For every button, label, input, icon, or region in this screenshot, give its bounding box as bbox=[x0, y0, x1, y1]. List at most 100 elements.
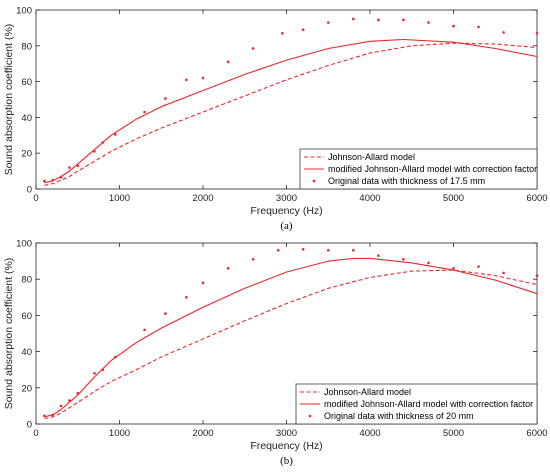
x-tick-label: 0 bbox=[33, 428, 38, 439]
data-point bbox=[377, 254, 380, 257]
y-tick-label: 80 bbox=[21, 275, 32, 286]
data-point bbox=[68, 166, 71, 169]
legend-entry-label: modified Johnson-Allard model with corre… bbox=[328, 164, 537, 174]
data-point bbox=[477, 25, 480, 29]
data-point bbox=[326, 248, 330, 252]
y-tick-label: 40 bbox=[21, 347, 32, 358]
data-point bbox=[427, 261, 430, 265]
data-point bbox=[143, 110, 146, 114]
data-point bbox=[143, 328, 146, 332]
data-point bbox=[164, 312, 167, 315]
legend-entry-label: Johnson-Allard model bbox=[324, 387, 411, 397]
chart-panel-b: 0 1000 2000 3000 4000 5000 6000 0 20 40 60 80 100 Fre… bbox=[3, 239, 548, 468]
x-axis-label: Frequency (Hz) bbox=[250, 205, 322, 217]
data-point bbox=[51, 178, 54, 182]
chart-panel-a: 0 1000 2000 3000 4000 5000 6000 0 20 40 60 80 100 Fre… bbox=[3, 6, 548, 233]
data-point bbox=[76, 164, 80, 168]
panel-label: (b) bbox=[280, 455, 293, 467]
data-point bbox=[114, 133, 117, 136]
data-point bbox=[51, 413, 54, 417]
y-tick-label: 0 bbox=[27, 420, 32, 431]
data-point bbox=[43, 179, 46, 183]
data-point bbox=[68, 399, 71, 402]
data-point bbox=[59, 404, 63, 408]
series-line-modified-johnson-allard bbox=[44, 257, 538, 418]
series-line-modified-johnson-allard bbox=[44, 38, 538, 184]
data-point bbox=[164, 97, 167, 100]
y-tick-label: 100 bbox=[16, 239, 32, 250]
y-tick-label: 0 bbox=[27, 185, 32, 196]
panel-label: (a) bbox=[280, 220, 293, 232]
data-point bbox=[251, 257, 255, 261]
data-point bbox=[226, 60, 230, 64]
data-point bbox=[352, 17, 355, 21]
y-tick-label: 60 bbox=[21, 77, 32, 88]
y-tick-label: 80 bbox=[21, 41, 32, 52]
data-point bbox=[452, 267, 455, 270]
legend-entry-label: modified Johnson-Allard model with corre… bbox=[324, 399, 533, 409]
data-point bbox=[93, 150, 96, 153]
x-tick-label: 4000 bbox=[359, 428, 380, 439]
legend: Johnson-Allard model modified Johnson-All… bbox=[299, 148, 538, 190]
x-tick-label: 2000 bbox=[192, 193, 213, 204]
series-line-johnson-allard bbox=[44, 269, 538, 420]
data-point bbox=[452, 24, 455, 28]
data-point bbox=[101, 141, 105, 144]
x-tick-label: 3000 bbox=[276, 428, 297, 439]
y-tick-label: 40 bbox=[21, 113, 32, 124]
data-point bbox=[114, 355, 117, 359]
data-point bbox=[226, 267, 230, 270]
data-point bbox=[301, 248, 305, 251]
legend-swatch-points bbox=[308, 414, 312, 418]
data-point bbox=[427, 21, 430, 24]
y-tick-label: 60 bbox=[21, 311, 32, 322]
x-tick-label: 4000 bbox=[359, 193, 380, 204]
legend-entry-label: Johnson-Allard model bbox=[328, 152, 415, 162]
legend: Johnson-Allard model modified Johnson-All… bbox=[295, 383, 538, 425]
data-point bbox=[185, 78, 188, 82]
data-point bbox=[352, 248, 355, 252]
data-point bbox=[402, 257, 405, 261]
y-tick-label: 20 bbox=[21, 149, 32, 160]
x-tick-label: 1000 bbox=[109, 193, 130, 204]
data-point bbox=[93, 372, 96, 375]
y-tick-label: 100 bbox=[16, 6, 32, 17]
y-tick-label: 20 bbox=[21, 383, 32, 394]
data-point bbox=[402, 18, 405, 22]
data-point bbox=[201, 76, 205, 80]
legend-entry-label: Original data with thickness of 20 mm bbox=[324, 411, 474, 421]
data-point bbox=[281, 31, 284, 35]
data-point bbox=[326, 21, 330, 24]
legend-box bbox=[295, 383, 538, 425]
data-point bbox=[502, 31, 505, 34]
y-axis-label: Sound absorption coefficient (%) bbox=[3, 258, 15, 410]
y-axis-label: Sound absorption coefficient (%) bbox=[3, 24, 15, 176]
series-line-johnson-allard bbox=[44, 42, 538, 186]
data-point bbox=[377, 18, 380, 22]
legend-swatch-points bbox=[312, 179, 316, 183]
data-point bbox=[43, 414, 46, 418]
data-point bbox=[535, 31, 539, 35]
x-tick-label: 1000 bbox=[109, 428, 130, 439]
x-tick-label: 5000 bbox=[443, 428, 464, 439]
x-tick-label: 2000 bbox=[192, 428, 213, 439]
x-tick-label: 3000 bbox=[276, 193, 297, 204]
x-axis-label: Frequency (Hz) bbox=[250, 440, 322, 452]
data-point bbox=[301, 28, 305, 31]
x-tick-label: 0 bbox=[33, 193, 38, 204]
data-point bbox=[201, 281, 205, 285]
data-point bbox=[59, 176, 63, 179]
data-point bbox=[251, 47, 255, 50]
data-point bbox=[76, 391, 80, 395]
data-point bbox=[185, 296, 188, 299]
data-point bbox=[477, 265, 480, 268]
x-tick-label: 5000 bbox=[443, 193, 464, 204]
data-point bbox=[276, 248, 280, 252]
data-point bbox=[502, 271, 505, 275]
data-point bbox=[101, 368, 105, 372]
x-tick-label: 6000 bbox=[526, 193, 547, 204]
legend-entry-label: Original data with thickness of 17.5 mm bbox=[328, 176, 485, 186]
data-point bbox=[535, 274, 539, 277]
x-tick-label: 6000 bbox=[526, 428, 547, 439]
